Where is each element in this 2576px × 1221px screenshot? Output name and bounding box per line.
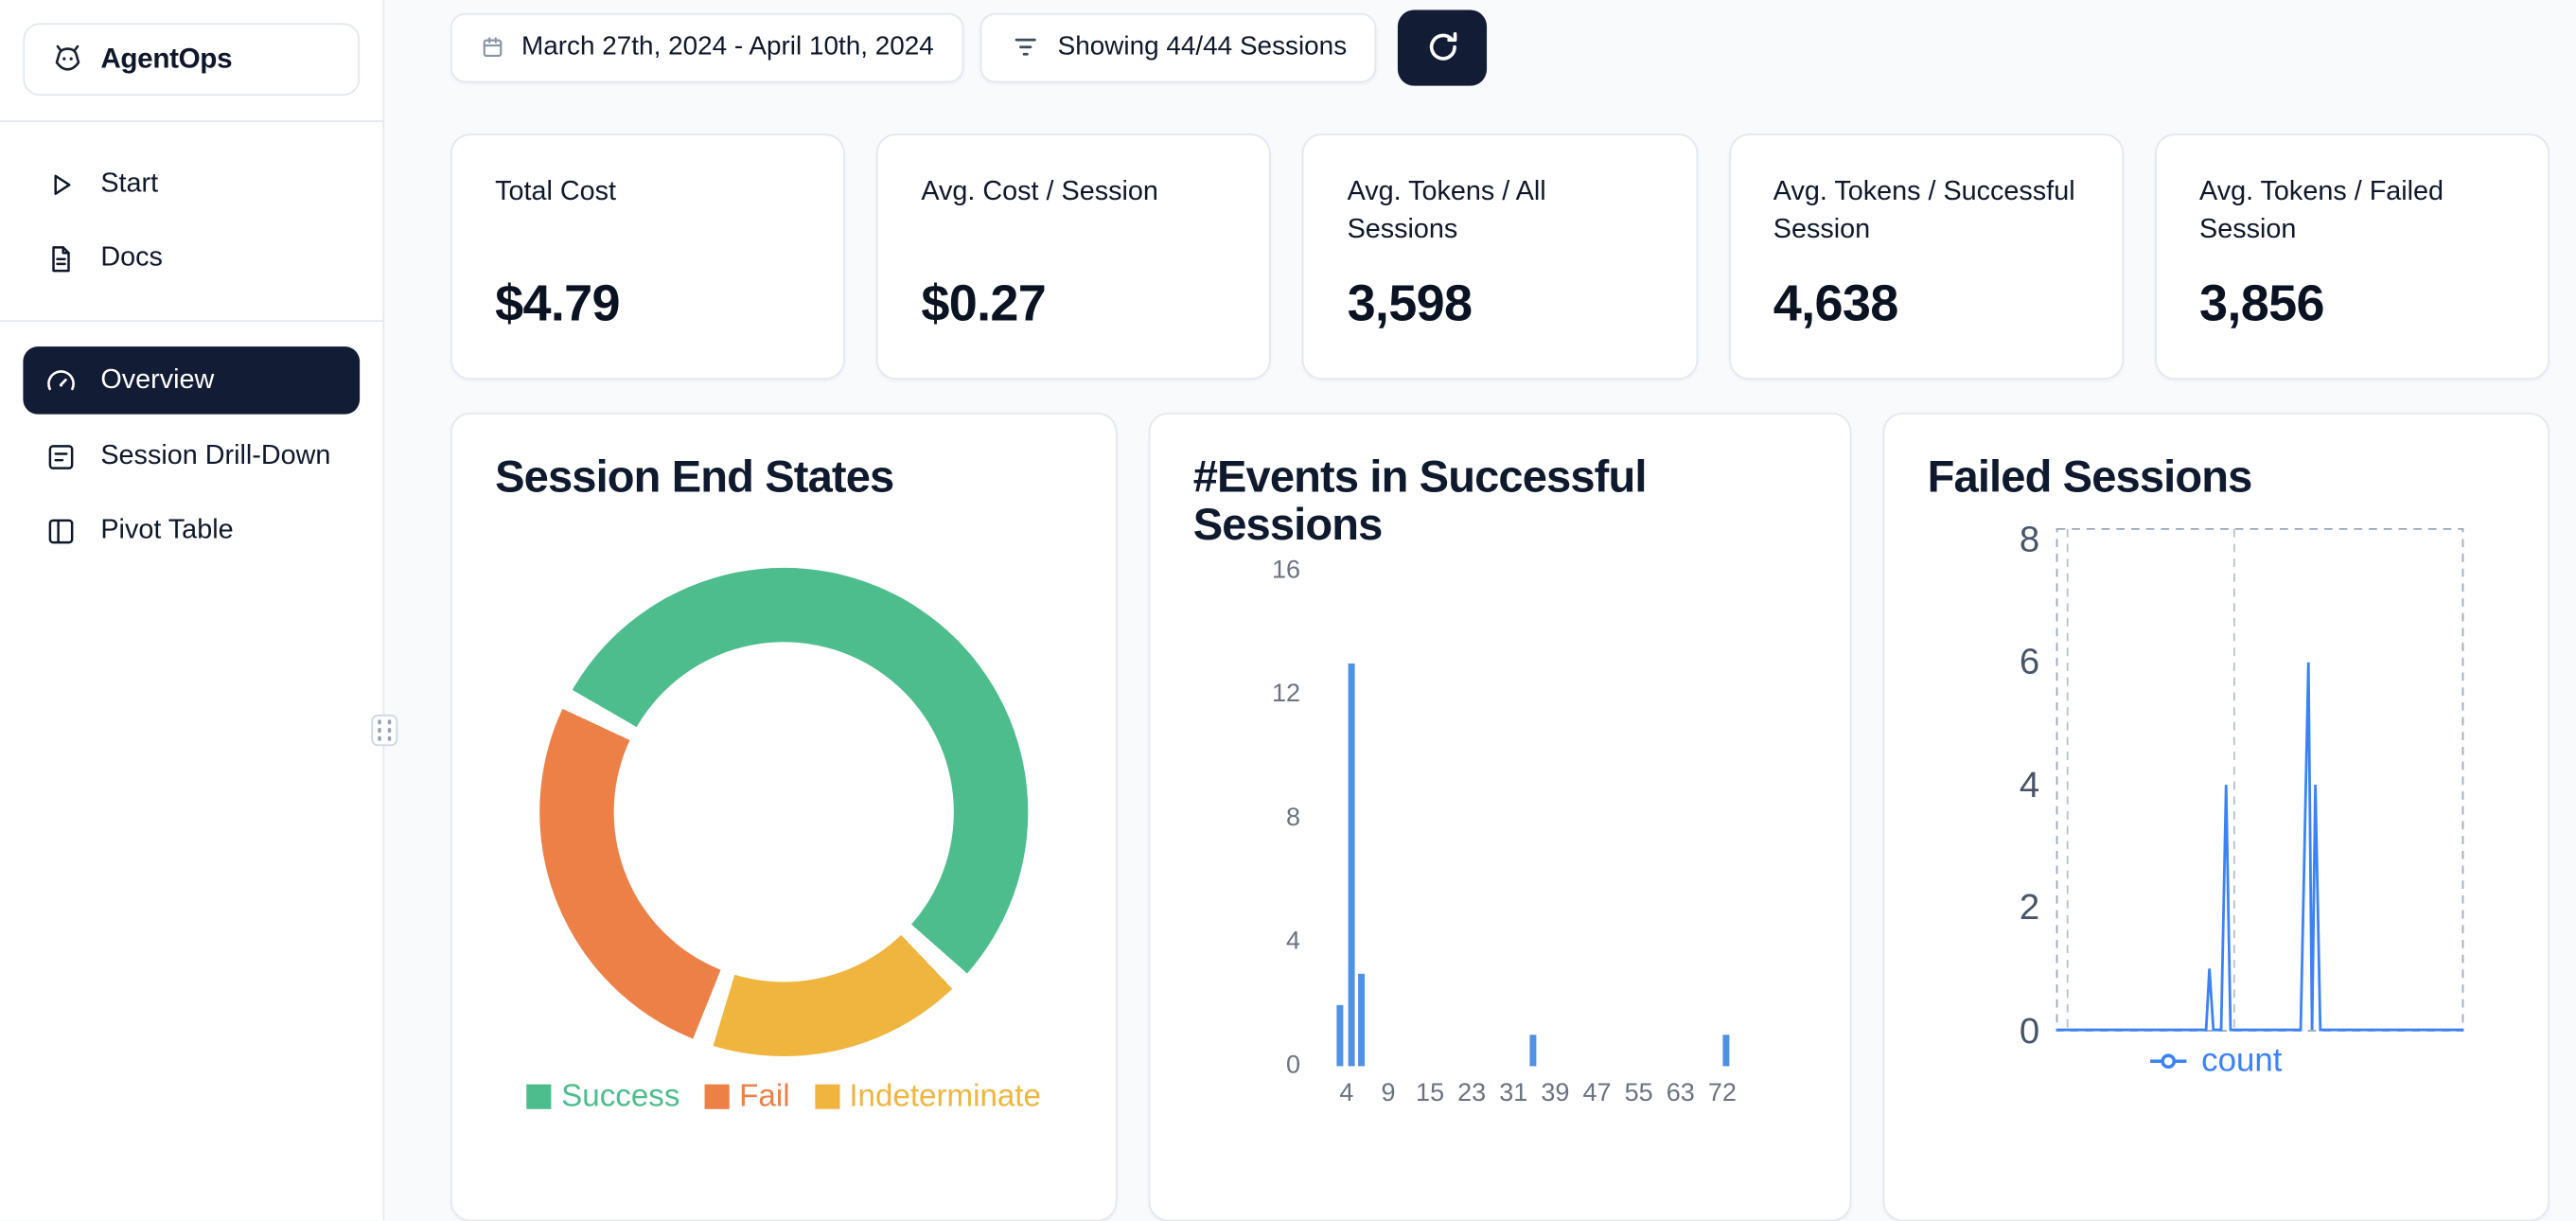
stat-value: 3,856 <box>2199 274 2324 332</box>
funnel-icon <box>1010 31 1041 62</box>
legend-item-indeterminate[interactable]: Indeterminate <box>814 1078 1041 1115</box>
stat-label: Total Cost <box>495 176 617 206</box>
session-end-states-card: Session End States Success Fail <box>450 412 1118 1221</box>
refresh-button[interactable] <box>1398 9 1488 85</box>
line-marker-icon <box>2150 1053 2187 1070</box>
stat-label: Avg. Tokens / All Sessions <box>1347 176 1546 245</box>
sidebar-resize-handle[interactable] <box>371 715 398 747</box>
sidebar-item-overview[interactable]: Overview <box>23 346 361 415</box>
stat-value: $4.79 <box>495 274 620 332</box>
stat-card-avg-tokens-failed: Avg. Tokens / Failed Session 3,856 <box>2154 133 2550 380</box>
stat-label: Avg. Tokens / Failed Session <box>2199 176 2444 245</box>
main-content: March 27th, 2024 - April 10th, 2024 Show… <box>384 0 2576 1221</box>
legend-item-fail[interactable]: Fail <box>704 1078 790 1115</box>
charts-row: Session End States Success Fail <box>450 412 2550 1221</box>
stat-value: 3,598 <box>1347 274 1473 332</box>
date-range-label: March 27th, 2024 - April 10th, 2024 <box>521 32 934 61</box>
sidebar-item-label: Overview <box>100 364 215 395</box>
panel-left-icon <box>44 514 78 547</box>
app-name: AgentOps <box>100 43 233 75</box>
calendar-icon <box>480 35 504 60</box>
events-histogram: 0 4 8 12 16 4 9 15 23 31 39 47 55 63 72 <box>1271 557 1737 1108</box>
date-range-button[interactable]: March 27th, 2024 - April 10th, 2024 <box>450 12 964 82</box>
sessions-filter-button[interactable]: Showing 44/44 Sessions <box>979 12 1377 82</box>
session-end-states-donut <box>539 567 1029 1056</box>
legend-swatch <box>814 1084 839 1109</box>
stats-row: Total Cost $4.79 Avg. Cost / Session $0.… <box>450 133 2550 380</box>
stat-card-avg-cost-session: Avg. Cost / Session $0.27 <box>876 133 1272 380</box>
legend-label: Fail <box>739 1078 790 1114</box>
sidebar-item-label: Start <box>100 168 159 199</box>
pie-legend: Success Fail Indeterminate <box>495 1079 1072 1115</box>
chart-legend[interactable]: count <box>1928 1042 2505 1080</box>
legend-label: count <box>2201 1042 2283 1079</box>
sidebar-item-label: Pivot Table <box>100 515 234 545</box>
sidebar: AgentOps Start <box>0 0 385 1220</box>
donut-hole <box>613 641 954 982</box>
legend-swatch <box>704 1084 730 1109</box>
events-histogram-card: #Events in Successful Sessions 0 4 8 12 16 4 9… <box>1148 412 1852 1221</box>
toolbar: March 27th, 2024 - April 10th, 2024 Show… <box>450 9 2550 86</box>
legend-label: Success <box>561 1078 680 1114</box>
sidebar-top-nav: Start Docs <box>23 147 360 295</box>
app-logo[interactable]: AgentOps <box>23 23 361 97</box>
gauge-icon <box>44 363 78 397</box>
sidebar-divider <box>0 320 383 323</box>
stat-label: Avg. Tokens / Successful Session <box>1773 176 2075 245</box>
chart-title: Failed Sessions <box>1927 451 2253 503</box>
sidebar-item-pivot-table[interactable]: Pivot Table <box>23 493 360 567</box>
chart-title: Session End States <box>495 451 894 503</box>
document-icon <box>44 241 78 274</box>
sidebar-divider <box>0 120 383 123</box>
sidebar-item-start[interactable]: Start <box>23 147 360 221</box>
form-icon <box>44 440 78 473</box>
stat-card-avg-tokens-successful: Avg. Tokens / Successful Session 4,638 <box>1728 133 2124 380</box>
drag-handle-icon <box>377 719 392 741</box>
stat-value: 4,638 <box>1773 274 1898 332</box>
refresh-icon <box>1425 29 1460 64</box>
sidebar-main-nav: Overview Session Drill-Down <box>23 346 361 568</box>
legend-swatch <box>526 1084 552 1109</box>
sidebar-item-docs[interactable]: Docs <box>23 221 360 295</box>
sidebar-item-session-drill-down[interactable]: Session Drill-Down <box>23 419 360 493</box>
stat-card-avg-tokens-all: Avg. Tokens / All Sessions 3,598 <box>1302 133 1698 380</box>
sessions-filter-label: Showing 44/44 Sessions <box>1057 32 1348 61</box>
legend-item-success[interactable]: Success <box>526 1078 680 1115</box>
sidebar-item-label: Session Drill-Down <box>100 440 331 470</box>
chart-title: #Events in Successful Sessions <box>1192 451 1648 549</box>
stat-label: Avg. Cost / Session <box>921 176 1158 206</box>
sidebar-item-label: Docs <box>100 242 163 273</box>
play-icon <box>44 168 78 201</box>
legend-label: Indeterminate <box>849 1078 1041 1114</box>
stat-card-total-cost: Total Cost $4.79 <box>450 133 846 380</box>
agentops-logo-icon <box>49 42 85 78</box>
stat-value: $0.27 <box>921 274 1047 332</box>
